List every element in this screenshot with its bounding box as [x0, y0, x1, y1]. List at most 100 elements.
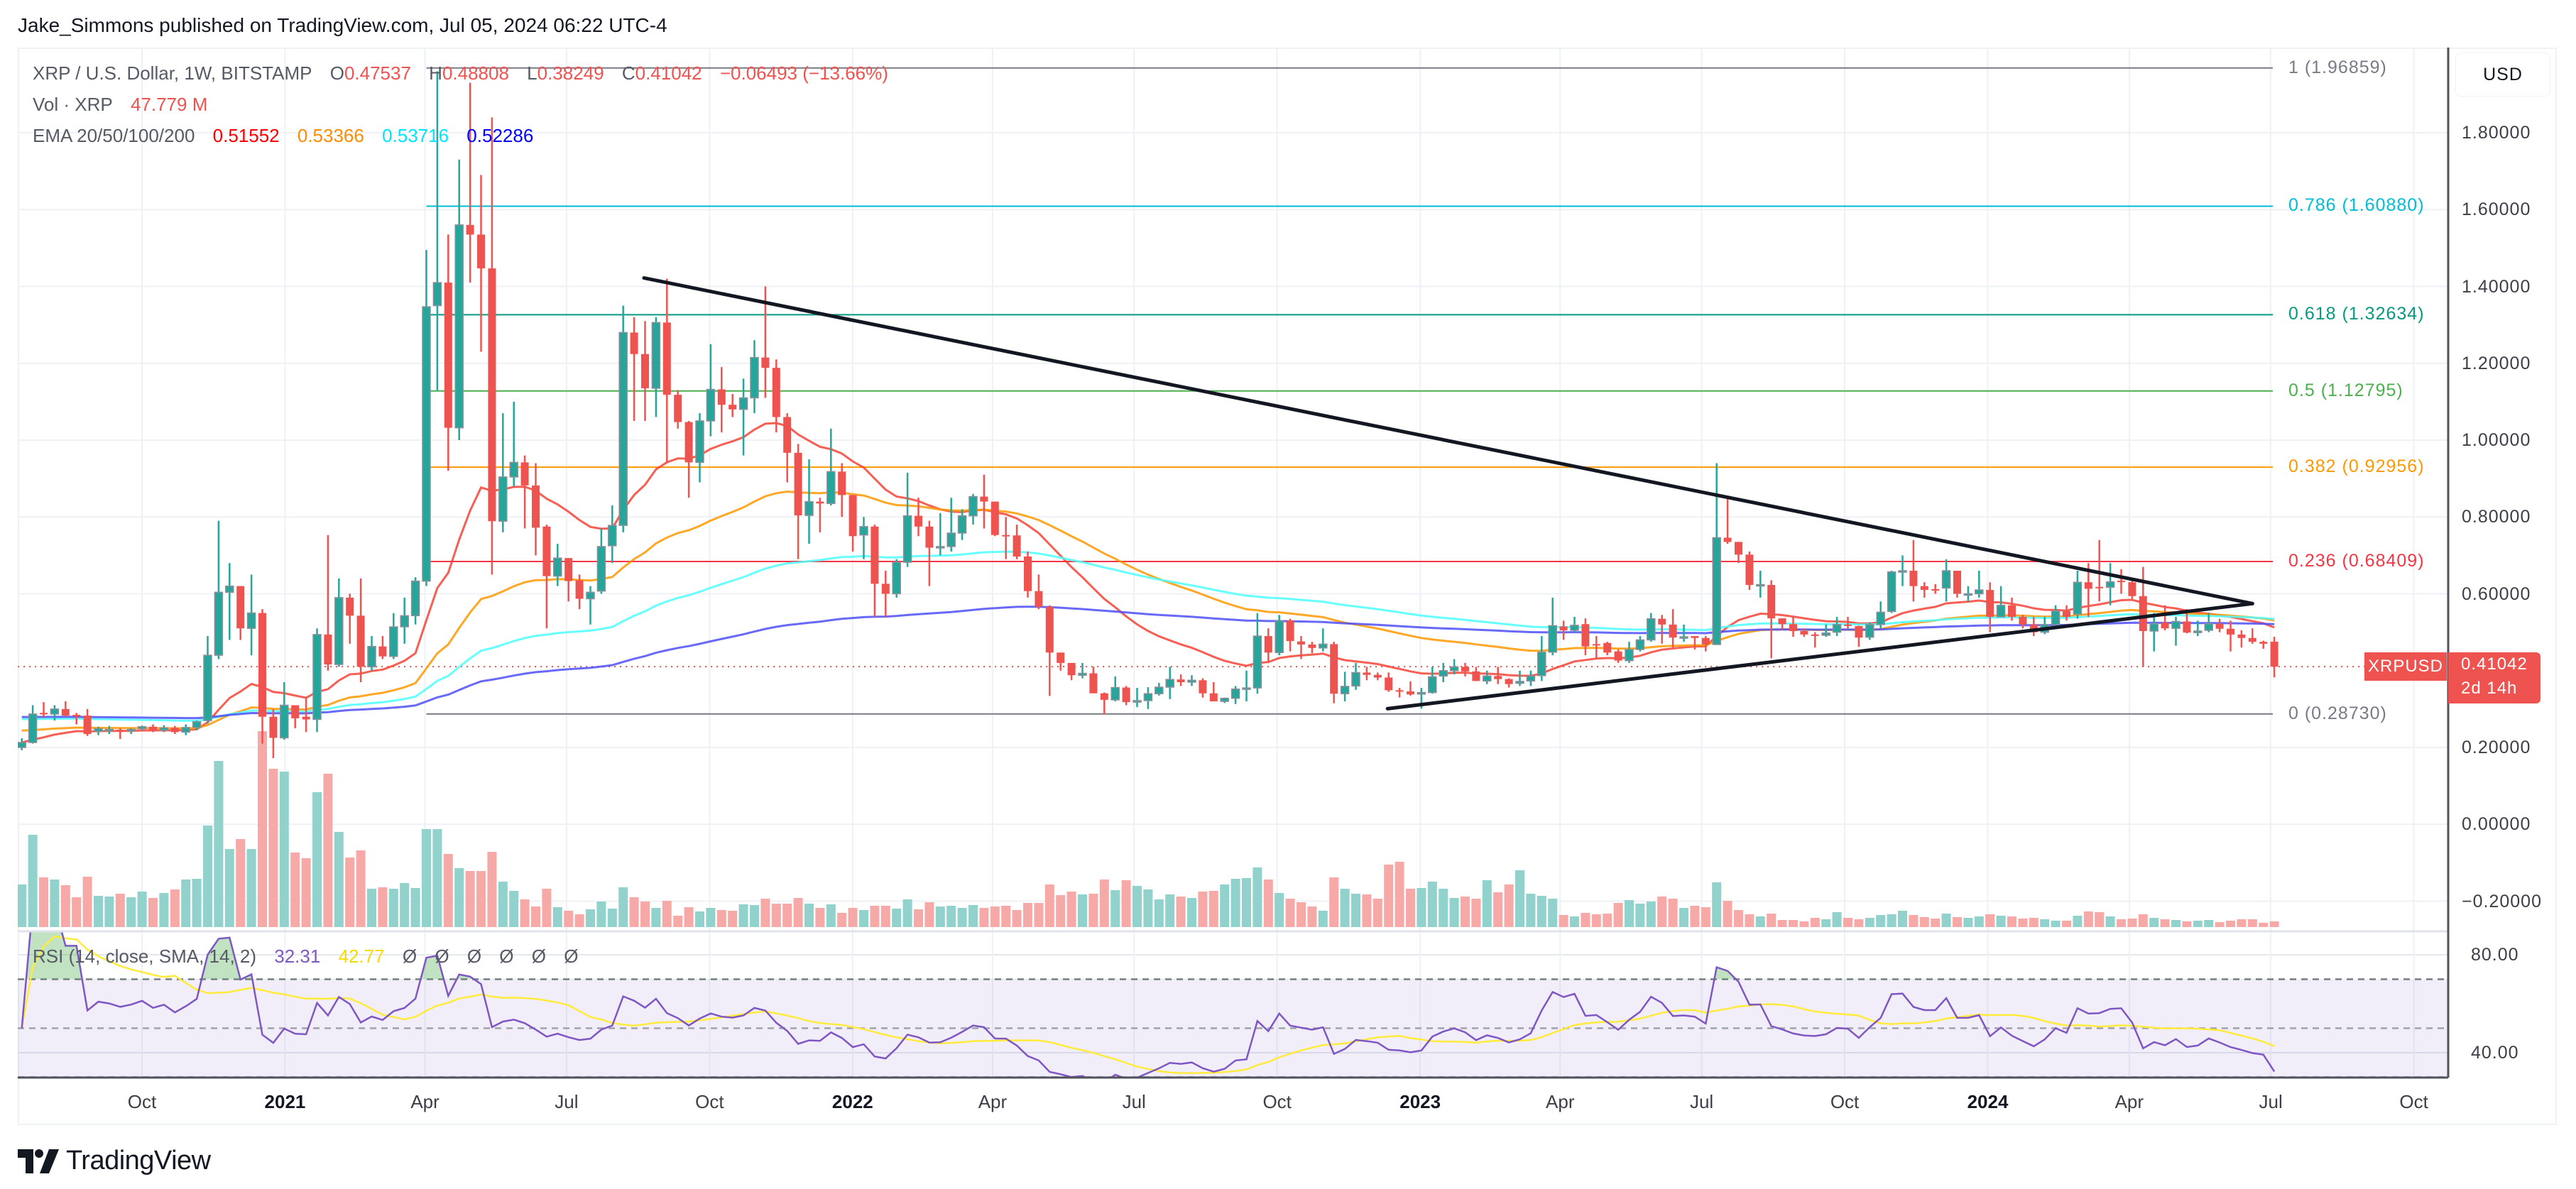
candle-body — [1133, 700, 1142, 703]
candle-body — [83, 716, 92, 735]
candle — [1953, 571, 1961, 598]
candle — [477, 175, 485, 352]
candle-body — [1100, 693, 1108, 700]
trendlines[interactable] — [642, 276, 2254, 711]
currency-button[interactable]: USD — [2455, 53, 2550, 97]
volume-bar — [498, 882, 508, 927]
volume-bar — [1078, 894, 1087, 927]
candle — [466, 82, 474, 283]
volume-bar — [1012, 910, 1022, 927]
candle — [2270, 637, 2278, 678]
candle-body — [1756, 583, 1765, 587]
candle-body — [1230, 688, 1240, 699]
volume-bar — [1230, 879, 1240, 927]
ema200-line — [21, 606, 2275, 720]
candle-body — [1078, 672, 1087, 676]
candle-body — [925, 526, 934, 548]
volume-bar — [1220, 884, 1230, 927]
candle — [1461, 662, 1469, 676]
candle — [1811, 632, 1819, 648]
ema-legend[interactable]: EMA 20/50/100/200 0.51552 0.53366 0.5371… — [33, 125, 536, 147]
volume-legend[interactable]: Vol · XRP 47.779 M — [33, 94, 210, 116]
candle — [1242, 670, 1251, 702]
candle — [772, 359, 780, 433]
volume-bar — [804, 904, 814, 927]
fibonacci-retracement[interactable] — [18, 67, 2448, 715]
volume-bar — [1406, 889, 1415, 927]
candle-body — [1701, 637, 1710, 645]
candle-body — [1308, 644, 1316, 648]
candle — [1199, 678, 1207, 698]
candle-body — [1297, 641, 1305, 645]
candle-body — [389, 626, 398, 657]
candle-body — [859, 526, 868, 536]
candle-body — [1242, 687, 1251, 690]
low-value: 0.38249 — [537, 62, 604, 84]
candle — [498, 413, 508, 532]
volume-bar — [1297, 902, 1306, 927]
candle — [1647, 613, 1656, 642]
candle — [28, 705, 38, 744]
volume-bar — [18, 884, 27, 927]
candle — [1067, 662, 1076, 681]
candle-body — [488, 268, 496, 522]
volume-bar — [159, 893, 169, 927]
candle-body — [1340, 686, 1350, 694]
volume-bar — [1242, 878, 1251, 927]
candle — [94, 726, 103, 735]
volume-bar — [2149, 918, 2159, 927]
volume-bar — [1417, 888, 1426, 927]
volume-bar — [323, 774, 333, 927]
volume-bar — [1504, 884, 1514, 927]
volume-bar — [1285, 899, 1295, 927]
volume-bar — [203, 826, 212, 927]
volume-bar — [914, 909, 923, 927]
candle-body — [1110, 686, 1120, 701]
volume-bar — [509, 891, 519, 927]
candle-body — [1045, 606, 1054, 653]
symbol-legend[interactable]: XRP / U.S. Dollar, 1W, BITSTAMP O0.47537… — [33, 62, 891, 84]
volume-bar — [1198, 892, 1208, 927]
candle — [1143, 687, 1153, 709]
volume-bar — [1996, 916, 2006, 927]
volume-bar — [454, 868, 464, 927]
volume-bar — [662, 901, 672, 927]
candle-body — [575, 580, 584, 599]
candle-body — [1844, 624, 1852, 626]
rsi-axis-label: 40.00 — [2471, 1043, 2519, 1063]
volume-bar — [465, 871, 475, 927]
candle — [2248, 628, 2256, 644]
candle-body — [1941, 570, 1951, 589]
volume-bar — [2029, 918, 2039, 927]
volume-bar — [1712, 882, 1722, 927]
candle — [2171, 616, 2181, 646]
volume-bar — [1187, 898, 1196, 927]
open-label: O — [329, 62, 344, 84]
candle-body — [1581, 624, 1590, 647]
candle — [1581, 618, 1590, 656]
candle — [2227, 620, 2234, 652]
candle — [1110, 676, 1120, 702]
candle-body — [1505, 679, 1513, 684]
candle — [1559, 620, 1568, 640]
candle — [104, 725, 114, 735]
rsi-legend[interactable]: RSI (14, close, SMA, 14, 2) 32.31 42.77 … — [33, 946, 581, 968]
volume-bar — [1275, 893, 1284, 927]
volume-bar — [946, 906, 956, 927]
volume-bar — [432, 829, 442, 927]
candle — [192, 720, 202, 730]
volume-bar — [60, 885, 70, 927]
candle-body — [356, 615, 365, 667]
na-value: Ø — [499, 946, 514, 967]
candle-body — [291, 705, 300, 718]
candle-body — [848, 495, 857, 537]
volume-bar — [2259, 923, 2269, 927]
candle-body — [1373, 674, 1382, 678]
price-axis-label: 0.80000 — [2462, 507, 2531, 527]
tradingview-logo[interactable]: TradingView — [18, 1146, 211, 1176]
candle-body — [181, 727, 190, 733]
candle-body — [116, 730, 124, 732]
candle-body — [1089, 673, 1098, 694]
volume-bar — [1635, 904, 1645, 927]
